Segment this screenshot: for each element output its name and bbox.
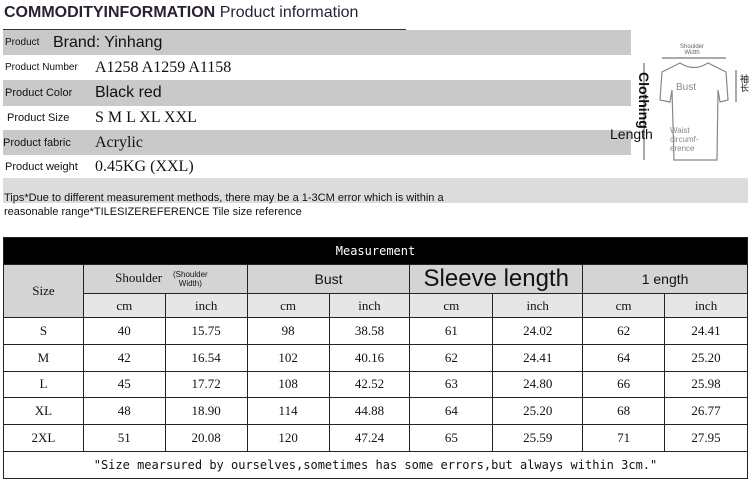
table-row: XL 48 18.90 114 44.88 64 25.20 68 26.77 xyxy=(3,397,748,426)
value-cell: 20.08 xyxy=(164,424,248,452)
unit-header: cm xyxy=(582,293,666,318)
size-cell: S xyxy=(3,317,84,345)
group-sleeve-length: Sleeve length xyxy=(409,264,584,294)
tips-background xyxy=(3,178,748,203)
value-cell: 63 xyxy=(409,370,494,399)
group-length: 1 ength xyxy=(582,264,748,294)
value-cell: 61 xyxy=(409,317,494,345)
value-cell: 27.95 xyxy=(664,424,748,452)
value-cell: 65 xyxy=(409,424,494,452)
info-row-size: Product Size S M L XL XXL xyxy=(7,109,197,126)
unit-header: inch xyxy=(328,293,411,318)
value-cell: 42 xyxy=(82,343,166,372)
value-cell: 98 xyxy=(246,317,330,345)
unit-header: inch xyxy=(164,293,248,318)
size-cell: L xyxy=(3,370,84,399)
value-cell: 64 xyxy=(582,343,666,372)
value-cell: 24.80 xyxy=(492,370,584,399)
value-cell: 71 xyxy=(582,424,666,452)
value-cell: 66 xyxy=(582,370,666,399)
value-cell: 120 xyxy=(246,424,330,452)
table-title: Measurement xyxy=(3,237,748,265)
unit-header: cm xyxy=(82,293,166,318)
value-cell: 25.98 xyxy=(664,370,748,399)
value-cell: 44.88 xyxy=(328,397,411,426)
value-cell: 51 xyxy=(82,424,166,452)
info-row-brand: Product Brand: Yinhang xyxy=(3,30,631,55)
table-row: M 42 16.54 102 40.16 62 24.41 64 25.20 xyxy=(3,343,748,372)
value-cell: 47.24 xyxy=(328,424,411,452)
value-cell: 18.90 xyxy=(164,397,248,426)
value-cell: 42.52 xyxy=(328,370,411,399)
unit-header: cm xyxy=(409,293,494,318)
table-row: S 40 15.75 98 38.58 61 24.02 62 24.41 xyxy=(3,317,748,345)
unit-header: inch xyxy=(492,293,584,318)
size-header: Size xyxy=(3,264,84,318)
value-cell: 68 xyxy=(582,397,666,426)
info-row-color: Product Color Black red xyxy=(3,80,631,106)
value-cell: 24.02 xyxy=(492,317,584,345)
value-cell: 64 xyxy=(409,397,494,426)
value-cell: 25.59 xyxy=(492,424,584,452)
unit-header: cm xyxy=(246,293,330,318)
tshirt-icon xyxy=(643,57,737,161)
value-cell: 40.16 xyxy=(328,343,411,372)
table-row: 2XL 51 20.08 120 47.24 65 25.59 71 27.95 xyxy=(3,424,748,452)
value-cell: 24.41 xyxy=(664,317,748,345)
value-cell: 62 xyxy=(582,317,666,345)
group-bust: Bust xyxy=(246,264,411,294)
value-cell: 24.41 xyxy=(492,343,584,372)
size-cell: XL xyxy=(3,397,84,426)
value-cell: 16.54 xyxy=(164,343,248,372)
table-row: L 45 17.72 108 42.52 63 24.80 66 25.98 xyxy=(3,370,748,399)
table-footer-note: "Size mearsured by ourselves,sometimes h… xyxy=(3,450,748,479)
unit-header: inch xyxy=(664,293,748,318)
value-cell: 17.72 xyxy=(164,370,248,399)
measurement-table: Measurement Size Shoulder (Shoulder Widt… xyxy=(3,237,748,479)
value-cell: 102 xyxy=(246,343,330,372)
info-row-fabric: Product fabric Acrylic xyxy=(3,130,631,155)
value-cell: 45 xyxy=(82,370,166,399)
value-cell: 26.77 xyxy=(664,397,748,426)
size-cell: 2XL xyxy=(3,424,84,452)
size-cell: M xyxy=(3,343,84,372)
value-cell: 114 xyxy=(246,397,330,426)
value-cell: 25.20 xyxy=(664,343,748,372)
value-cell: 62 xyxy=(409,343,494,372)
info-row-number: Product Number A1258 A1259 A1158 xyxy=(5,58,232,76)
value-cell: 48 xyxy=(82,397,166,426)
value-cell: 15.75 xyxy=(164,317,248,345)
divider xyxy=(3,29,406,30)
group-shoulder: Shoulder (Shoulder Width) xyxy=(82,264,248,294)
page-title: COMMODITYINFORMATION Product information xyxy=(4,4,359,21)
info-row-weight: Product weight 0.45KG (XXL) xyxy=(5,157,194,175)
value-cell: 40 xyxy=(82,317,166,345)
tips-text: Tips*Due to different measurement method… xyxy=(4,192,444,218)
value-cell: 108 xyxy=(246,370,330,399)
value-cell: 25.20 xyxy=(492,397,584,426)
value-cell: 38.58 xyxy=(328,317,411,345)
size-diagram: Shoulder Width Bust Clothing Length Wais… xyxy=(610,30,749,180)
